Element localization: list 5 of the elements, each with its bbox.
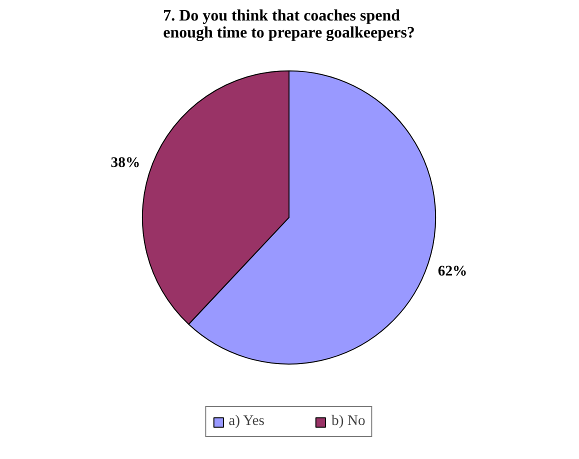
data-label: 62% — [438, 264, 468, 280]
legend-label: b) No — [332, 413, 366, 430]
chart-title: 7. Do you think that coaches spend enough time to prepare goalkeepers? — [163, 8, 415, 42]
legend-label: a) Yes — [228, 413, 265, 430]
data-label: 38% — [110, 155, 140, 172]
